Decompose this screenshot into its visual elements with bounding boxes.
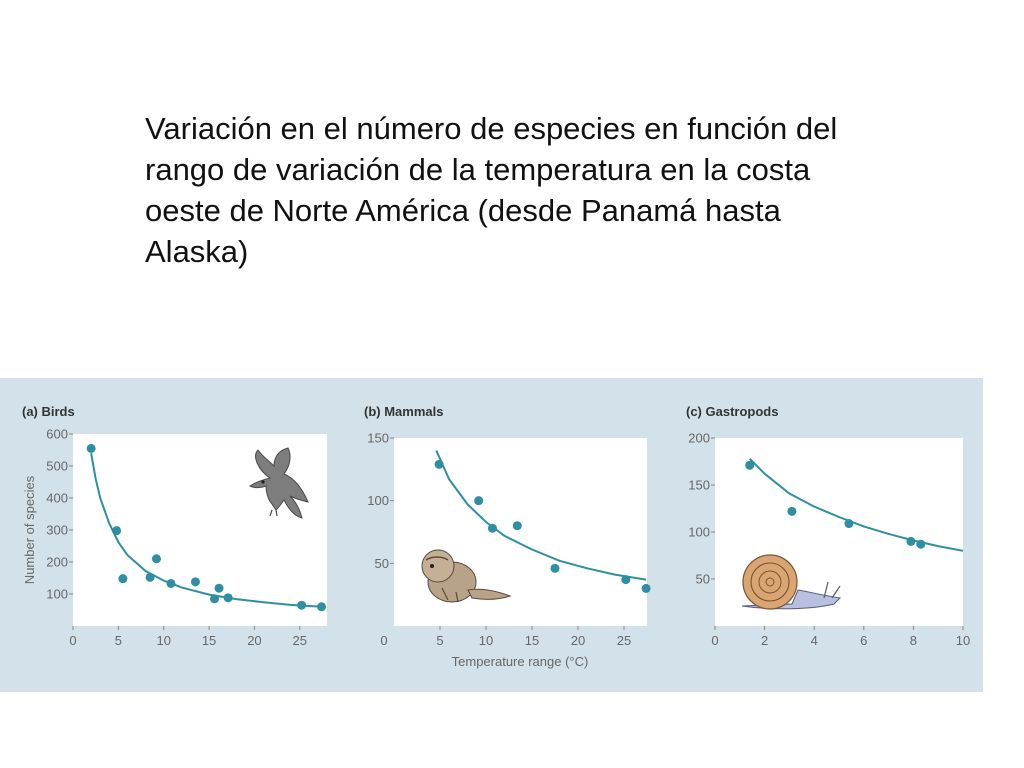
x-tick-label: 25 <box>617 633 631 648</box>
y-tick-label: 300 <box>46 523 68 538</box>
x-tick-label: 0 <box>380 633 387 648</box>
data-point <box>166 578 176 588</box>
chart-title-birds: (a) Birds <box>22 404 75 419</box>
data-point <box>787 506 797 516</box>
x-tick-label: 10 <box>156 633 170 648</box>
y-tick-label: 200 <box>46 555 68 570</box>
y-tick-label: 600 <box>46 427 68 442</box>
data-point <box>112 526 122 536</box>
heading-line: oeste de Norte América (desde Panamá has… <box>145 193 781 228</box>
x-tick-label: 15 <box>202 633 216 648</box>
y-tick-label: 400 <box>46 491 68 506</box>
data-point <box>844 519 854 529</box>
heading-line: Variación en el número de especies en fu… <box>145 111 838 146</box>
x-tick-label: 5 <box>115 633 122 648</box>
data-point <box>512 521 522 531</box>
data-point <box>145 572 155 582</box>
data-point <box>151 554 161 564</box>
y-tick-label: 50 <box>375 556 389 571</box>
data-point <box>487 523 497 533</box>
data-point <box>916 539 926 549</box>
data-point <box>906 536 916 546</box>
x-tick-label: 6 <box>860 633 867 648</box>
x-tick-label: 15 <box>525 633 539 648</box>
chart-title-gastropods: (c) Gastropods <box>686 404 778 419</box>
x-tick-label: 20 <box>247 633 261 648</box>
trend-curve-mammals <box>435 450 647 581</box>
data-point <box>210 594 220 604</box>
x-tick-label: 4 <box>811 633 818 648</box>
data-point <box>190 577 200 587</box>
figure-svg: (a) Birds Number of species 0 5 10 15 20 2510… <box>0 378 983 692</box>
figure-panel: (a) Birds Number of species 0 5 10 15 20 25 10… <box>0 378 983 697</box>
y-tick-label: 150 <box>688 478 710 493</box>
heading-line: rango de variación de la temperatura en … <box>145 152 811 187</box>
x-tick-label: 2 <box>761 633 768 648</box>
x-tick-label: 20 <box>571 633 585 648</box>
data-point <box>621 575 631 585</box>
chipmunk-icon <box>421 549 512 603</box>
y-tick-label: 200 <box>688 431 710 446</box>
heading-line: Alaska) <box>145 234 249 269</box>
data-point <box>317 602 327 612</box>
x-axis-label: Temperature range (°C) <box>452 654 589 669</box>
data-point <box>297 600 307 610</box>
slide-heading: Variación en el número de especies en fu… <box>145 108 945 272</box>
data-point <box>214 583 224 593</box>
chart-mammals: (b) Mammals Temperature range (°C) 5 10 15… <box>364 404 651 669</box>
chart-gastropods: (c) Gastropods 0 2 4 6 8 10 50 100 150 200 <box>686 404 970 648</box>
x-tick-label: 10 <box>956 633 970 648</box>
y-tick-label: 150 <box>367 431 389 446</box>
data-point <box>86 443 96 453</box>
x-tick-label: 8 <box>910 633 917 648</box>
chart-birds: (a) Birds Number of species 0 5 10 15 20 25 10… <box>22 404 327 648</box>
x-tick-label: 25 <box>293 633 307 648</box>
data-point <box>474 496 484 506</box>
snail-icon <box>741 554 842 610</box>
data-point <box>550 563 560 573</box>
data-point <box>434 459 444 469</box>
y-axis-label: Number of species <box>22 475 37 584</box>
y-tick-label: 50 <box>696 572 710 587</box>
data-point <box>745 460 755 470</box>
y-tick-label: 500 <box>46 459 68 474</box>
x-tick-label: 0 <box>711 633 718 648</box>
plot-area-mammals <box>394 438 647 626</box>
y-tick-label: 100 <box>46 587 68 602</box>
data-point <box>641 583 651 593</box>
x-tick-label: 0 <box>69 633 76 648</box>
y-tick-label: 100 <box>367 493 389 508</box>
chart-title-mammals: (b) Mammals <box>364 404 443 419</box>
x-tick-label: 5 <box>436 633 443 648</box>
data-point <box>223 593 233 603</box>
x-tick-label: 10 <box>479 633 493 648</box>
data-point <box>118 574 128 584</box>
y-tick-label: 100 <box>688 525 710 540</box>
bird-icon <box>249 447 309 519</box>
trend-curve-birds <box>90 453 322 608</box>
